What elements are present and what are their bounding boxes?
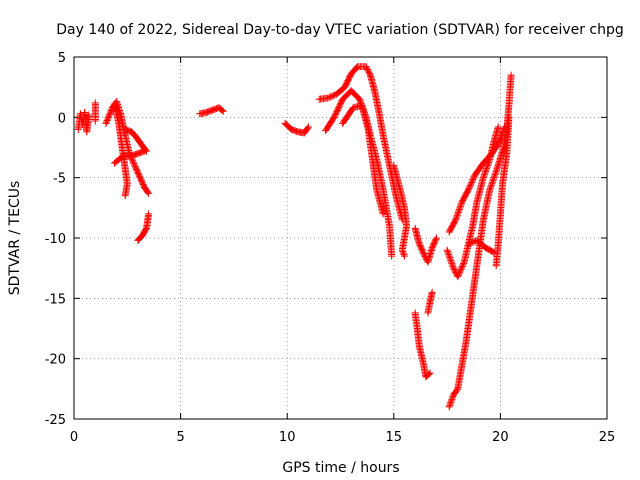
x-tick-label: 10 (279, 430, 296, 445)
series-marks (91, 99, 99, 125)
series-marks (464, 236, 498, 256)
series-arc-15 (411, 309, 434, 381)
y-tick-label: -15 (45, 292, 66, 307)
series-marks (411, 309, 434, 381)
series-arc-10 (315, 63, 406, 224)
data-series (74, 63, 515, 411)
series-arc-21 (492, 113, 513, 270)
y-tick-label: 0 (58, 111, 66, 126)
series-arc-6 (111, 147, 148, 167)
series-arc-12 (339, 101, 387, 218)
x-tick-label: 15 (386, 430, 403, 445)
series-marks (281, 119, 313, 137)
series-marks (339, 101, 387, 218)
series-marks (390, 162, 411, 260)
x-tick-label: 5 (176, 430, 184, 445)
series-arc-14 (411, 224, 440, 266)
series-arc-19 (445, 123, 509, 236)
x-axis-label: GPS time / hours (282, 460, 399, 476)
series-marks (445, 123, 509, 236)
x-tick-label: 20 (492, 430, 509, 445)
series-arc-18 (443, 123, 502, 281)
series-arc-7 (134, 210, 153, 244)
y-axis-label: SDTVAR / TECUs (7, 181, 23, 296)
y-tick-label: 5 (58, 51, 66, 66)
series-marks (411, 224, 440, 266)
y-tick-label: -20 (45, 353, 66, 368)
series-marks (111, 147, 148, 167)
x-tick-label: 0 (70, 430, 78, 445)
series-arc-13 (390, 162, 411, 260)
series-marks (445, 71, 515, 411)
chart-title: Day 140 of 2022, Sidereal Day-to-day VTE… (56, 22, 624, 38)
axis-ticks: 0 5 10 15 20 25 -25 -20 -15 -10 -5 0 5 (45, 51, 616, 445)
series-arc-2 (91, 99, 99, 125)
series-marks (424, 288, 436, 317)
y-tick-label: -25 (45, 413, 66, 428)
y-tick-label: -5 (53, 172, 66, 187)
series-marks (74, 109, 93, 136)
series-marks (443, 123, 502, 281)
x-tick-label: 25 (599, 430, 616, 445)
y-tick-label: -10 (45, 232, 66, 247)
series-arc-1 (74, 109, 93, 136)
series-arc-16 (424, 288, 436, 317)
plot-frame (73, 56, 608, 420)
grid (74, 57, 607, 419)
series-marks (315, 63, 406, 224)
series-marks (492, 113, 513, 270)
series-marks (322, 87, 396, 260)
series-arc-11 (322, 87, 396, 260)
series-marks (134, 210, 153, 244)
series-arc-20 (464, 236, 498, 256)
series-arc-17 (445, 71, 515, 411)
series-marks (196, 104, 227, 118)
series-arc-8 (196, 104, 227, 118)
series-arc-9 (281, 119, 313, 137)
